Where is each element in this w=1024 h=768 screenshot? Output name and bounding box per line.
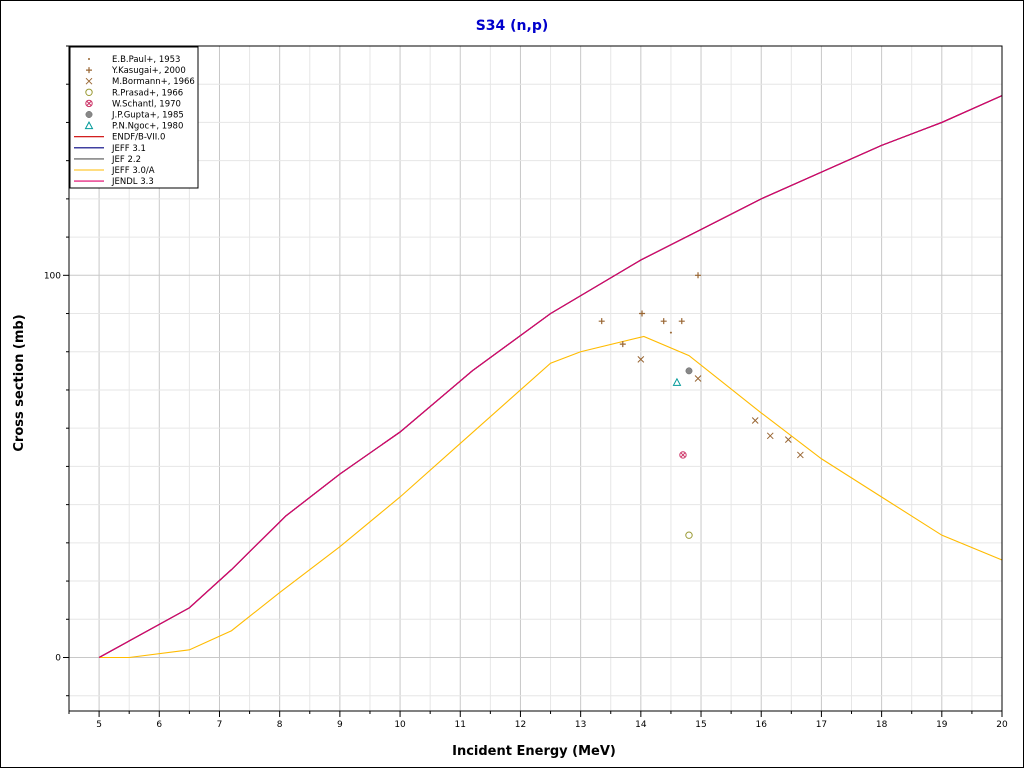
data-point — [672, 377, 682, 386]
legend-label: M.Bormann+, 1966 — [112, 77, 195, 87]
legend-entry: JENDL 3.3 — [74, 177, 154, 187]
legend-label: W.Schantl, 1970 — [112, 99, 181, 109]
y-axis-label: Cross section (mb) — [12, 314, 27, 451]
legend-label: J.P.Gupta+, 1985 — [111, 111, 184, 121]
data-point — [669, 331, 672, 334]
data-point — [639, 310, 646, 317]
data-point — [695, 272, 702, 279]
x-tick-label: 14 — [635, 720, 647, 730]
x-tick-label: 19 — [936, 720, 948, 730]
series-jendl-3-3 — [98, 95, 1003, 658]
series-e-b-paul-1953 — [669, 331, 672, 334]
plot-border — [68, 45, 1003, 712]
data-point — [685, 531, 693, 539]
legend-entry: JEFF 3.1 — [74, 144, 146, 154]
data-point — [796, 451, 804, 459]
x-axis-label: Incident Energy (MeV) — [452, 744, 616, 759]
legend-label: R.Prasad+, 1966 — [112, 88, 183, 98]
legend-entry: JEF 2.2 — [74, 155, 141, 165]
series-j-p-gupta-1985 — [685, 367, 693, 375]
series-jeff-3-0-a — [99, 335, 1003, 659]
legend-swatch — [84, 121, 94, 130]
x-tick-label: 5 — [96, 720, 102, 730]
x-tick-label: 11 — [455, 720, 466, 730]
legend-label: E.B.Paul+, 1953 — [112, 55, 180, 65]
marker-cross — [680, 452, 686, 458]
series-p-n-ngoc-1980 — [672, 377, 682, 386]
marker-ring — [85, 99, 93, 108]
legend-label: JEFF 3.1 — [111, 144, 146, 154]
grid — [63, 45, 1003, 717]
legend-swatch — [85, 99, 93, 108]
data-point — [766, 432, 774, 440]
series-w-schantl-1970 — [679, 451, 687, 459]
marker-ring — [679, 451, 687, 459]
legend-entry: P.N.Ngoc+, 1980 — [84, 121, 183, 132]
legend-swatch — [85, 77, 93, 85]
y-tick-label: 0 — [55, 653, 61, 663]
data-point — [694, 375, 702, 382]
data-point — [598, 318, 605, 325]
chart-title: S34 (n,p) — [476, 18, 549, 34]
data-point — [619, 341, 626, 348]
x-tick-label: 15 — [695, 720, 706, 730]
legend-label: JEF 2.2 — [111, 155, 141, 165]
series-y-kasugai-2000 — [598, 272, 702, 348]
data-point — [637, 356, 645, 363]
x-tick-label: 12 — [515, 720, 526, 730]
x-tick-label: 13 — [575, 720, 586, 730]
legend-entry: JEFF 3.0/A — [74, 166, 155, 176]
legend-entry: R.Prasad+, 1966 — [85, 88, 183, 98]
x-tick-label: 7 — [217, 720, 223, 730]
legend-entry: Y.Kasugai+, 2000 — [86, 66, 186, 76]
legend-swatch — [85, 88, 93, 97]
legend-entry: M.Bormann+, 1966 — [85, 77, 195, 87]
legend-label: JENDL 3.3 — [111, 177, 154, 187]
x-tick-label: 9 — [337, 720, 343, 730]
legend-swatch — [85, 111, 93, 118]
data-point — [660, 318, 667, 325]
series-line — [99, 335, 1003, 659]
legend-label: P.N.Ngoc+, 1980 — [112, 122, 183, 132]
legend-entry: J.P.Gupta+, 1985 — [85, 111, 184, 121]
plot-area — [98, 95, 1003, 659]
x-tick-label: 6 — [156, 720, 162, 730]
legend-swatch — [86, 67, 92, 74]
legend-entry: E.B.Paul+, 1953 — [88, 55, 180, 65]
data-point — [784, 436, 792, 444]
series-m-bormann-1966 — [637, 356, 804, 459]
data-point — [678, 318, 685, 325]
x-tick-label: 8 — [277, 720, 283, 730]
tick-labels: 5 6 7 8 9 10 11 12 13 14 15 16 17 18 19 20 0 100 — [44, 271, 1008, 730]
data-point — [685, 367, 693, 375]
legend-label: Y.Kasugai+, 2000 — [111, 66, 186, 76]
data-point — [679, 451, 687, 459]
legend-label: JEFF 3.0/A — [111, 166, 155, 176]
legend-entry: ENDF/B-VII.0 — [74, 133, 165, 143]
legend-entry: W.Schantl, 1970 — [85, 99, 181, 109]
x-tick-label: 16 — [755, 720, 767, 730]
marker-cross — [86, 101, 92, 106]
x-tick-label: 17 — [816, 720, 827, 730]
y-tick-label: 100 — [44, 271, 61, 281]
legend-swatch — [88, 58, 90, 60]
x-tick-label: 18 — [876, 720, 888, 730]
data-point — [751, 417, 759, 424]
series-r-prasad-1966 — [685, 531, 693, 539]
legend-label: ENDF/B-VII.0 — [112, 133, 165, 143]
x-tick-label: 10 — [394, 720, 406, 730]
series-line — [98, 95, 1003, 658]
x-tick-label: 20 — [996, 720, 1008, 730]
